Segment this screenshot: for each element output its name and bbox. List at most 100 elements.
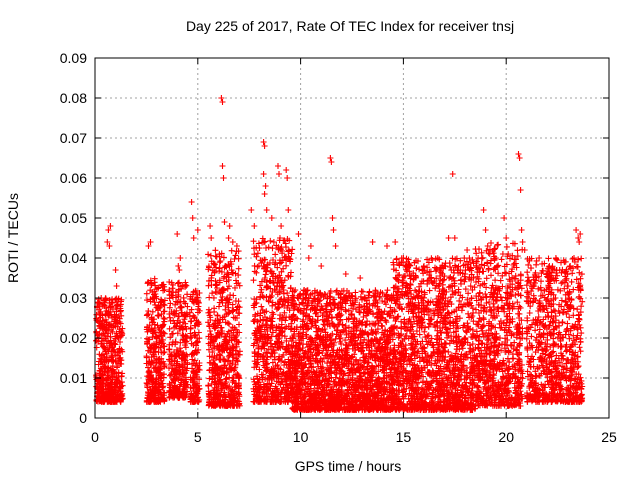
data-point bbox=[272, 251, 279, 258]
data-point bbox=[258, 303, 265, 310]
data-point bbox=[115, 295, 122, 302]
data-point bbox=[100, 382, 107, 389]
data-point bbox=[97, 355, 104, 362]
data-point bbox=[113, 364, 120, 371]
data-point bbox=[117, 320, 124, 327]
data-point bbox=[118, 332, 125, 339]
data-point bbox=[94, 300, 101, 306]
data-point bbox=[114, 314, 120, 321]
data-point bbox=[102, 364, 109, 371]
data-point bbox=[106, 311, 113, 318]
data-point bbox=[205, 263, 212, 270]
data-point bbox=[217, 258, 224, 264]
data-point bbox=[107, 384, 114, 391]
data-point bbox=[275, 304, 281, 311]
data-point bbox=[112, 358, 119, 365]
data-point bbox=[187, 318, 194, 325]
data-point bbox=[235, 265, 242, 272]
data-point bbox=[102, 295, 109, 302]
data-point bbox=[114, 334, 121, 341]
data-point bbox=[107, 321, 114, 328]
data-point bbox=[95, 398, 101, 405]
data-point bbox=[116, 384, 123, 391]
data-point bbox=[232, 298, 239, 304]
data-point bbox=[103, 322, 110, 329]
data-point bbox=[103, 307, 110, 314]
data-point bbox=[206, 323, 213, 329]
data-point bbox=[103, 379, 110, 386]
data-point bbox=[112, 333, 119, 340]
data-point bbox=[100, 371, 106, 378]
data-point bbox=[105, 330, 112, 337]
data-point bbox=[284, 290, 291, 297]
data-point bbox=[98, 331, 105, 338]
data-point bbox=[109, 345, 116, 351]
data-point bbox=[105, 338, 112, 345]
data-point bbox=[114, 301, 121, 308]
data-point bbox=[112, 379, 119, 386]
data-point bbox=[109, 376, 116, 383]
data-point bbox=[356, 309, 363, 316]
data-point bbox=[118, 373, 125, 380]
data-point bbox=[117, 360, 124, 367]
data-point bbox=[107, 394, 113, 401]
data-point bbox=[256, 245, 263, 252]
chart-title: Day 225 of 2017, Rate Of TEC Index for r… bbox=[186, 18, 514, 34]
data-point bbox=[269, 245, 276, 252]
data-point bbox=[111, 385, 118, 392]
data-point bbox=[205, 282, 212, 289]
data-point bbox=[114, 349, 121, 356]
data-point bbox=[118, 379, 125, 386]
data-point bbox=[255, 240, 262, 247]
data-point bbox=[413, 328, 420, 335]
data-point bbox=[108, 299, 115, 306]
data-point bbox=[113, 389, 119, 396]
data-point bbox=[97, 314, 104, 321]
data-point bbox=[170, 330, 176, 337]
data-point bbox=[95, 319, 102, 326]
data-point bbox=[260, 294, 267, 301]
data-point bbox=[117, 339, 123, 345]
data-point bbox=[212, 278, 219, 285]
data-point bbox=[119, 395, 126, 402]
data-point bbox=[113, 370, 119, 377]
data-point bbox=[99, 361, 106, 368]
data-point bbox=[232, 252, 239, 259]
data-point bbox=[109, 353, 116, 360]
data-point bbox=[93, 372, 100, 379]
data-point bbox=[267, 237, 274, 244]
data-point bbox=[144, 297, 150, 304]
data-point bbox=[106, 356, 113, 363]
data-point bbox=[113, 302, 120, 309]
data-point bbox=[114, 323, 121, 330]
data-point bbox=[149, 308, 156, 315]
data-point bbox=[105, 348, 112, 355]
data-point bbox=[113, 308, 120, 315]
data-point bbox=[265, 244, 272, 251]
data-point bbox=[95, 299, 102, 306]
data-point bbox=[263, 245, 269, 251]
data-point bbox=[97, 365, 104, 372]
data-point bbox=[117, 307, 124, 314]
data-point bbox=[269, 302, 276, 309]
data-point bbox=[115, 369, 122, 376]
data-point bbox=[231, 256, 238, 262]
data-point bbox=[212, 247, 219, 254]
data-point bbox=[96, 351, 103, 358]
data-point bbox=[358, 288, 365, 295]
data-point bbox=[115, 335, 122, 342]
data-point bbox=[107, 303, 114, 310]
data-point bbox=[236, 321, 242, 328]
data-point bbox=[96, 323, 103, 330]
data-point bbox=[102, 392, 109, 399]
data-point bbox=[112, 341, 119, 348]
data-point bbox=[228, 247, 235, 254]
data-point bbox=[205, 251, 212, 258]
data-point bbox=[250, 238, 257, 245]
data-point bbox=[98, 396, 105, 403]
data-point bbox=[113, 330, 120, 337]
data-point bbox=[352, 289, 359, 296]
data-point bbox=[167, 300, 174, 307]
data-point bbox=[254, 250, 261, 257]
